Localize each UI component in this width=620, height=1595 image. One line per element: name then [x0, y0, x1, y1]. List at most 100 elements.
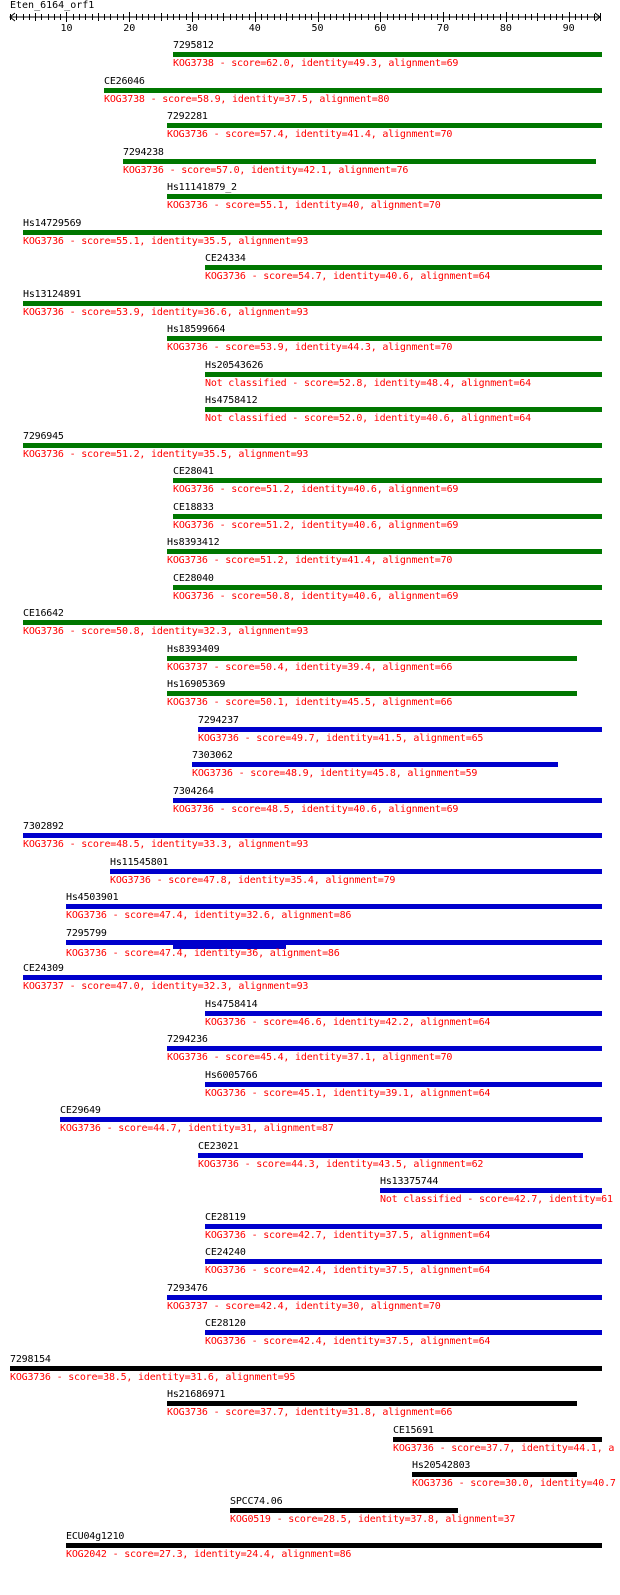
- hit-name[interactable]: CE16642: [23, 608, 64, 619]
- hit-description: KOG3736 - score=47.8, identity=35.4, ali…: [110, 874, 396, 886]
- hit-name[interactable]: Hs4503901: [66, 892, 119, 903]
- hit-alignment-bar[interactable]: [205, 1223, 602, 1229]
- hit-alignment-bar[interactable]: [393, 1436, 602, 1442]
- hit-alignment-bar[interactable]: [167, 691, 577, 696]
- hit-alignment-bar[interactable]: [205, 1081, 602, 1087]
- hit-name[interactable]: CE15691: [393, 1424, 434, 1436]
- hit-alignment-bar[interactable]: [173, 478, 602, 483]
- hit-name[interactable]: 7304264: [173, 785, 214, 797]
- hit-name[interactable]: Hs20542803: [412, 1460, 471, 1471]
- hit-name[interactable]: 7295812: [173, 40, 214, 51]
- hit-secondary-bar[interactable]: [173, 944, 286, 949]
- hit-name[interactable]: 7294238: [123, 146, 164, 158]
- hit-name[interactable]: Hs8393409: [167, 643, 220, 655]
- hit-alignment-bar[interactable]: [60, 1117, 602, 1122]
- hit-alignment-bar[interactable]: [23, 442, 602, 448]
- hit-name[interactable]: Hs16905369: [167, 679, 226, 690]
- hit-name[interactable]: Hs4758414: [205, 998, 258, 1010]
- hit-description: KOG3738 - score=62.0, identity=49.3, ali…: [173, 58, 459, 69]
- hit-alignment-bar[interactable]: [198, 1152, 583, 1158]
- hit-alignment-bar[interactable]: [173, 513, 602, 519]
- hit-alignment-bar[interactable]: [123, 158, 596, 164]
- hit-name[interactable]: CE24240: [205, 1247, 246, 1258]
- hit-name[interactable]: Hs11141879_2: [167, 182, 237, 193]
- query-title: Eten_6164_orf1: [10, 0, 95, 11]
- hit-name[interactable]: Hs13375744: [380, 1176, 439, 1187]
- hit-description: KOG3736 - score=49.7, identity=41.5, ali…: [198, 732, 484, 744]
- hit-alignment-bar[interactable]: [104, 87, 602, 93]
- hit-alignment-bar[interactable]: [380, 1188, 602, 1193]
- ruler-tick-label: 90: [563, 23, 575, 34]
- hit-name[interactable]: Hs11545801: [110, 856, 169, 868]
- hit-name[interactable]: 7294237: [198, 714, 239, 726]
- hit-description: KOG3736 - score=51.2, identity=40.6, ali…: [173, 519, 459, 531]
- hit-alignment-bar[interactable]: [412, 1472, 577, 1477]
- hit-alignment-bar[interactable]: [167, 1401, 577, 1406]
- hit-alignment-bar[interactable]: [205, 371, 602, 377]
- hit-name[interactable]: CE28119: [205, 1211, 246, 1223]
- hit-name[interactable]: Hs13124891: [23, 288, 82, 300]
- hit-alignment-bar[interactable]: [167, 549, 602, 554]
- hit-alignment-bar[interactable]: [192, 762, 558, 767]
- hit-description: KOG3736 - score=51.2, identity=41.4, ali…: [167, 555, 453, 566]
- hit-name[interactable]: 7302892: [23, 821, 64, 832]
- hit-name[interactable]: CE26046: [104, 75, 145, 87]
- hit-name[interactable]: 7298154: [10, 1353, 51, 1365]
- hit-name[interactable]: 7295799: [66, 927, 107, 939]
- hit-name[interactable]: CE28041: [173, 466, 214, 477]
- hit-name[interactable]: 7296945: [23, 430, 64, 442]
- hit-name[interactable]: Hs4758412: [205, 395, 258, 406]
- hit-name[interactable]: Hs18599664: [167, 324, 226, 335]
- hit-name[interactable]: Hs14729569: [23, 217, 82, 229]
- hit-alignment-bar[interactable]: [66, 1543, 602, 1548]
- hit-alignment-bar[interactable]: [173, 52, 602, 57]
- hit-alignment-bar[interactable]: [205, 407, 602, 412]
- hit-name[interactable]: CE18833: [173, 501, 214, 513]
- hit-name[interactable]: CE24309: [23, 963, 64, 974]
- hit-alignment-bar[interactable]: [110, 868, 602, 874]
- hit-name[interactable]: Hs21686971: [167, 1389, 226, 1400]
- hit-name[interactable]: CE23021: [198, 1140, 239, 1152]
- hit-name[interactable]: Hs8393412: [167, 537, 220, 548]
- hit-alignment-bar[interactable]: [173, 797, 602, 803]
- hit-description: KOG3736 - score=48.9, identity=45.8, ali…: [192, 768, 478, 779]
- hit-alignment-bar[interactable]: [66, 904, 602, 909]
- hit-alignment-bar[interactable]: [167, 1294, 602, 1300]
- hit-name[interactable]: CE24334: [205, 253, 246, 264]
- hit-alignment-bar[interactable]: [167, 194, 602, 199]
- hit-name[interactable]: 7294236: [167, 1034, 208, 1045]
- hit-description: KOG3736 - score=37.7, identity=44.1, a: [393, 1442, 615, 1454]
- hit-alignment-bar[interactable]: [167, 655, 577, 661]
- hit-alignment-bar[interactable]: [10, 1365, 602, 1371]
- hit-name[interactable]: 7303062: [192, 750, 233, 761]
- hit-alignment-bar[interactable]: [66, 939, 602, 945]
- hit-name[interactable]: CE29649: [60, 1105, 101, 1116]
- hit-alignment-bar[interactable]: [167, 336, 602, 341]
- hit-name[interactable]: 7293476: [167, 1282, 208, 1294]
- hit-name[interactable]: Hs20543626: [205, 359, 264, 371]
- hit-description: KOG3738 - score=58.9, identity=37.5, ali…: [104, 93, 390, 105]
- hit-alignment-bar[interactable]: [23, 300, 602, 306]
- hit-alignment-bar[interactable]: [205, 265, 602, 270]
- hit-name[interactable]: ECU04g1210: [66, 1531, 125, 1542]
- hit-alignment-bar[interactable]: [23, 833, 602, 838]
- hit-alignment-bar[interactable]: [167, 1046, 602, 1051]
- hit-alignment-bar[interactable]: [205, 1259, 602, 1264]
- hit-alignment-bar[interactable]: [23, 229, 602, 235]
- hit-alignment-bar[interactable]: [230, 1507, 458, 1513]
- hit-name[interactable]: 7292281: [167, 111, 208, 122]
- hit-alignment-bar[interactable]: [173, 584, 602, 590]
- hit-alignment-bar[interactable]: [167, 123, 602, 128]
- hit-description: KOG3736 - score=44.3, identity=43.5, ali…: [198, 1158, 484, 1170]
- hit-alignment-bar[interactable]: [23, 620, 602, 625]
- hit-alignment-bar[interactable]: [23, 975, 602, 980]
- hit-alignment-bar[interactable]: [205, 1330, 602, 1335]
- hit-description: KOG3736 - score=45.4, identity=37.1, ali…: [167, 1052, 453, 1063]
- hit-name[interactable]: SPCC74.06: [230, 1495, 283, 1507]
- hit-name[interactable]: CE28040: [173, 572, 214, 584]
- hit-alignment-bar[interactable]: [205, 1010, 602, 1016]
- hit-name[interactable]: Hs6005766: [205, 1069, 258, 1081]
- hit-description: KOG3737 - score=47.0, identity=32.3, ali…: [23, 981, 309, 992]
- hit-alignment-bar[interactable]: [198, 726, 602, 732]
- hit-name[interactable]: CE28120: [205, 1318, 246, 1329]
